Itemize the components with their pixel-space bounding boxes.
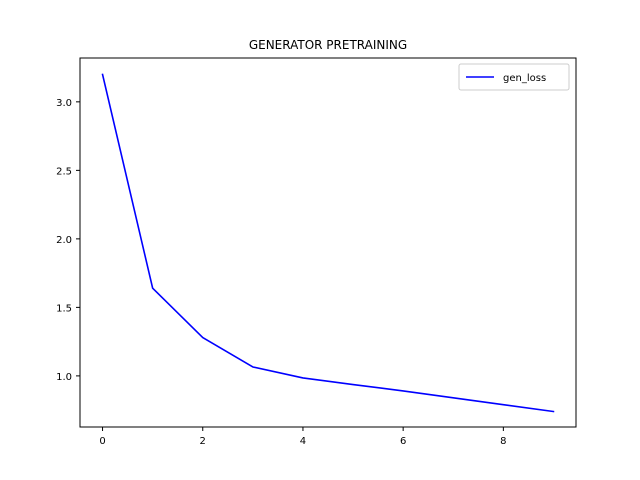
- y-tick-label: 1.5: [56, 303, 72, 314]
- legend-label-gen-loss: gen_loss: [503, 73, 546, 84]
- y-tick-label: 2.5: [56, 166, 72, 177]
- x-tick-label: 4: [300, 436, 306, 447]
- legend: gen_loss: [458, 63, 570, 91]
- plot-frame: [79, 57, 577, 428]
- y-tick-label: 1.0: [56, 372, 72, 383]
- chart-title: GENERATOR PRETRAINING: [249, 38, 407, 52]
- x-tick-label: 0: [99, 436, 105, 447]
- x-tick-label: 6: [400, 436, 406, 447]
- legend-box: [458, 63, 570, 91]
- y-tick-label: 2.0: [56, 235, 72, 246]
- x-tick-label: 8: [500, 436, 506, 447]
- series-line-gen-loss: [101, 73, 555, 413]
- y-tick-label: 3.0: [56, 98, 72, 109]
- series-layer: [101, 73, 555, 413]
- x-axis: 0 2 4 6 8: [99, 427, 507, 447]
- x-tick-label: 2: [200, 436, 206, 447]
- y-axis: 1.0 1.5 2.0 2.5 3.0: [56, 98, 80, 383]
